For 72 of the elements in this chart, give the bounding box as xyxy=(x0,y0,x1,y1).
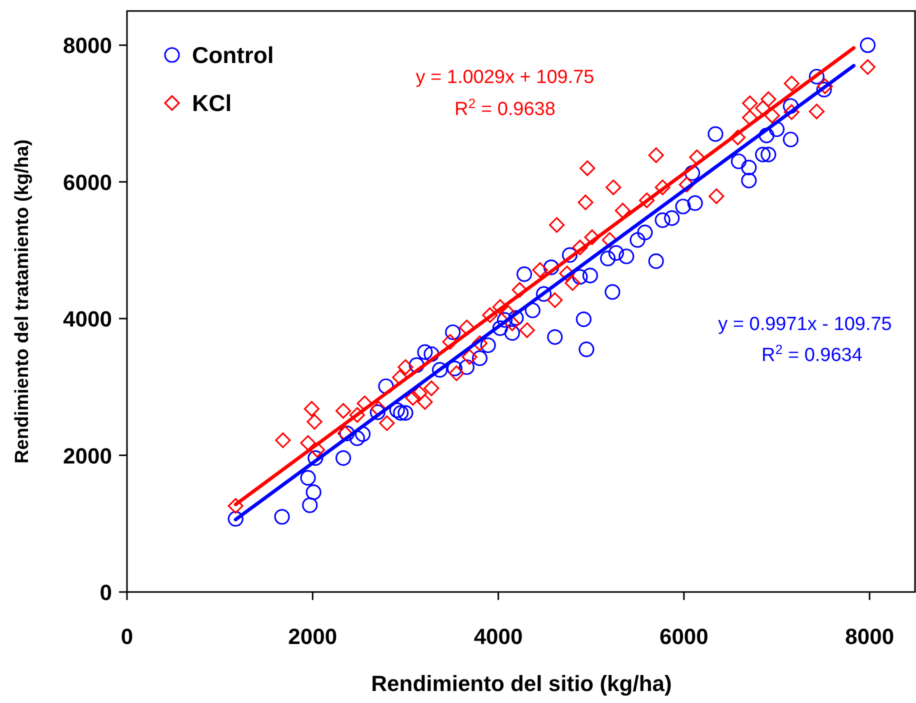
point xyxy=(228,498,244,514)
y-tick-label: 8000 xyxy=(63,33,112,58)
point xyxy=(512,282,528,298)
point xyxy=(500,304,516,320)
annotation: y = 0.9971x - 109.75 xyxy=(718,314,892,335)
point xyxy=(784,104,800,120)
point xyxy=(349,407,365,423)
point xyxy=(309,442,326,458)
x-tick-label: 8000 xyxy=(845,624,894,649)
point xyxy=(458,320,475,336)
point xyxy=(808,104,824,120)
y-tick-label: 6000 xyxy=(63,170,112,195)
point xyxy=(730,130,746,146)
point xyxy=(784,76,800,92)
point xyxy=(708,188,724,204)
point xyxy=(335,403,352,419)
point xyxy=(760,91,776,107)
point xyxy=(548,217,565,233)
point xyxy=(519,322,535,338)
point xyxy=(614,202,630,218)
point xyxy=(606,180,622,196)
y-axis-title: Rendimiento del tratamiento (kg/ha) xyxy=(12,139,33,464)
point xyxy=(424,380,440,396)
point xyxy=(379,415,395,431)
y-tick-label: 4000 xyxy=(63,306,112,332)
point xyxy=(860,59,876,75)
point xyxy=(817,78,833,94)
x-tick-label: 0 xyxy=(120,624,134,649)
x-tick-label: 4000 xyxy=(474,624,523,649)
point xyxy=(532,262,548,278)
legend-label: Control xyxy=(192,42,274,68)
point xyxy=(764,108,780,124)
point xyxy=(742,110,758,126)
point xyxy=(304,401,320,417)
point xyxy=(678,176,695,192)
annotation: y = 1.0029x + 109.75 xyxy=(416,67,594,88)
point xyxy=(448,365,464,382)
point xyxy=(755,100,771,116)
point xyxy=(564,275,580,291)
annotation: R$^{2}$ = 0.9634 xyxy=(762,342,863,366)
point xyxy=(356,396,372,412)
point xyxy=(578,194,594,210)
point xyxy=(654,180,670,196)
point xyxy=(300,435,316,451)
point xyxy=(547,292,563,308)
point xyxy=(398,359,414,375)
point xyxy=(580,160,596,176)
point xyxy=(648,147,664,164)
point xyxy=(275,432,291,448)
point xyxy=(405,390,421,406)
x-tick-label: 2000 xyxy=(288,624,338,649)
point xyxy=(306,414,322,430)
point xyxy=(482,307,498,323)
x-axis-title: Rendimiento del sitio (kg/ha) xyxy=(371,671,672,696)
legend-label: KCl xyxy=(192,90,232,116)
point xyxy=(572,240,588,256)
annotation: R$^{2}$ = 0.9638 xyxy=(454,96,556,120)
y-tick-label: 0 xyxy=(100,580,112,605)
point xyxy=(472,335,488,351)
point xyxy=(689,149,705,166)
x-tick-label: 6000 xyxy=(659,624,708,649)
point xyxy=(462,349,478,365)
point xyxy=(417,394,433,410)
point xyxy=(742,95,758,112)
point xyxy=(412,385,428,401)
y-tick-label: 2000 xyxy=(63,443,112,468)
point xyxy=(392,370,408,386)
point xyxy=(559,266,575,282)
point xyxy=(639,192,655,208)
point xyxy=(584,229,600,246)
point xyxy=(442,334,458,350)
point xyxy=(492,299,508,315)
